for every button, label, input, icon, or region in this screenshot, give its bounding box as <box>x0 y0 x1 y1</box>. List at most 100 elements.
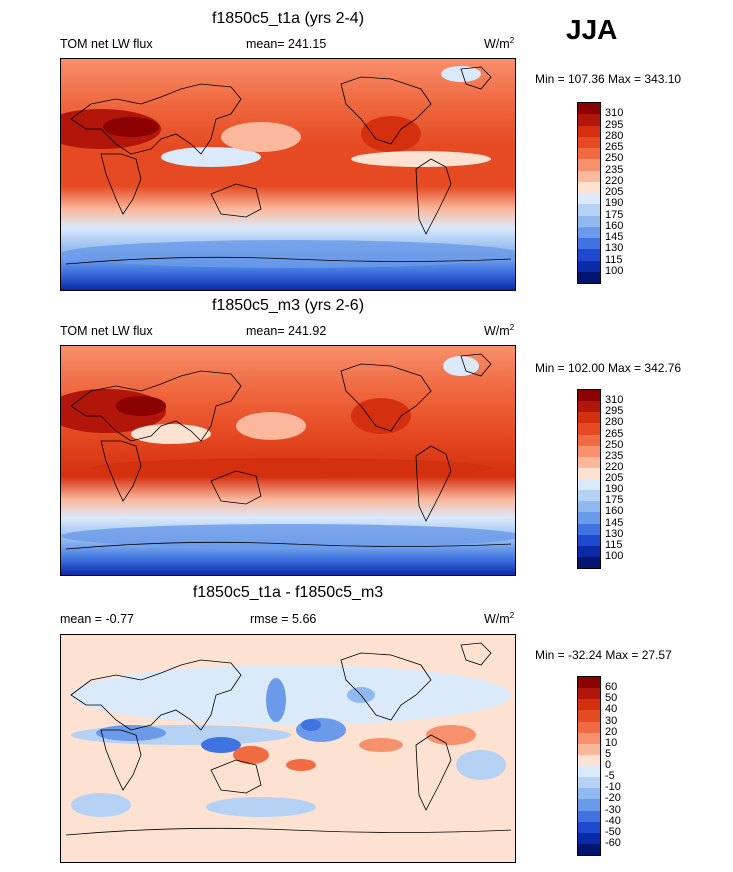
colorbar-swatch <box>578 226 600 238</box>
colorbar-tick-label: 235 <box>605 449 624 462</box>
colorbar-swatch <box>578 193 600 205</box>
panel-3-mean-label: mean = -0.77 <box>60 612 135 626</box>
colorbar-tick-label: 20 <box>605 725 618 738</box>
colorbar-tick-label: -30 <box>605 803 621 816</box>
colorbar-tick-label: 100 <box>605 264 624 277</box>
colorbar-swatch <box>578 843 600 855</box>
season-label: JJA <box>566 14 618 45</box>
colorbar-tick-label: -40 <box>605 814 621 827</box>
colorbar-tick-label: 160 <box>605 219 624 232</box>
colorbar-tick-label: 145 <box>605 231 624 243</box>
colorbar-tick-label: -10 <box>605 781 621 794</box>
panel-2-units-sup: 2 <box>509 323 515 332</box>
colorbar-swatch <box>578 215 600 227</box>
panel-1-units-text: W/m <box>484 37 510 52</box>
colorbar-tick-label: 235 <box>605 163 624 176</box>
colorbar-tick-label: 115 <box>605 253 623 266</box>
panel-2-units: W/m2 <box>484 323 514 338</box>
colorbar-tick-label: 220 <box>605 174 624 187</box>
panel-1-title: f1850c5_t1a (yrs 2-4) <box>211 10 365 27</box>
panel-2-mean-label: mean= 241.92 <box>246 324 327 338</box>
colorbar-tick-label: -60 <box>605 836 621 849</box>
colorbar-swatch <box>578 545 600 557</box>
colorbar-tick-label: 130 <box>605 242 624 255</box>
colorbar-swatch <box>578 512 600 524</box>
panel-3-title: f1850c5_t1a - f1850c5_m3 <box>192 584 384 601</box>
colorbar-swatch <box>578 181 600 193</box>
colorbar-tick-label: 130 <box>605 527 624 540</box>
colorbar-tick-label: 280 <box>605 129 624 142</box>
colorbar-swatch <box>578 821 600 833</box>
colorbar-tick-label: 175 <box>605 494 624 507</box>
panel-1-map <box>60 58 516 291</box>
panel-2-field-label: TOM net LW flux <box>60 324 153 338</box>
colorbar-tick-label: 160 <box>605 505 624 518</box>
panel-1-colorbar <box>577 102 601 284</box>
colorbar-swatch <box>578 699 600 711</box>
colorbar-tick-label: 295 <box>605 405 624 418</box>
colorbar-swatch <box>578 754 600 766</box>
colorbar-tick-label: 145 <box>605 516 624 529</box>
colorbar-swatch <box>578 260 600 272</box>
colorbar-tick-label: 0 <box>605 759 612 771</box>
colorbar-tick-label: 310 <box>605 394 624 407</box>
colorbar-swatch <box>578 238 600 250</box>
colorbar-tick-label: 280 <box>605 416 624 429</box>
colorbar-tick-label: 30 <box>605 714 618 727</box>
colorbar-tick-label: 190 <box>605 483 624 496</box>
colorbar-swatch <box>578 170 600 182</box>
colorbar-swatch <box>578 688 600 700</box>
panel-1-field-label: TOM net LW flux <box>60 37 153 51</box>
panel-3-rmse-label: rmse = 5.66 <box>250 612 317 626</box>
colorbar-tick-label: -50 <box>605 825 621 838</box>
colorbar-swatch <box>578 556 600 568</box>
colorbar-swatch <box>578 710 600 722</box>
panel-3-units-sup: 2 <box>509 611 515 620</box>
colorbar-swatch <box>578 743 600 755</box>
colorbar-tick-label: 220 <box>605 460 624 473</box>
panel-1-map-field <box>61 59 515 290</box>
colorbar-tick-label: 100 <box>605 549 624 562</box>
colorbar-swatch <box>578 810 600 822</box>
colorbar-tick-label: 265 <box>605 427 624 440</box>
colorbar-swatch <box>578 467 600 479</box>
colorbar-tick-label: 265 <box>605 141 624 153</box>
colorbar-swatch <box>578 249 600 261</box>
panel-2-min-max: Min = 102.00 Max = 342.76 <box>535 361 682 375</box>
colorbar-swatch <box>578 732 600 744</box>
colorbar-swatch <box>578 125 600 137</box>
colorbar-swatch <box>578 148 600 160</box>
colorbar-swatch <box>578 501 600 513</box>
panel-3-colorbar <box>577 676 601 856</box>
panel-2-map-field <box>61 346 515 575</box>
colorbar-tick-label: 250 <box>605 438 624 451</box>
colorbar-tick-label: 205 <box>605 186 624 198</box>
colorbar-tick-label: 190 <box>605 197 624 210</box>
colorbar-swatch <box>578 832 600 844</box>
colorbar-tick-label: 310 <box>605 107 624 120</box>
colorbar-swatch <box>578 490 600 502</box>
colorbar-swatch <box>578 777 600 789</box>
colorbar-swatch <box>578 479 600 491</box>
panel-1-units-sup: 2 <box>509 36 515 45</box>
panel-3-map-field <box>61 635 515 862</box>
colorbar-swatch <box>578 799 600 811</box>
colorbar-tick-label: 250 <box>605 152 624 165</box>
colorbar-swatch <box>578 136 600 148</box>
panel-3-map <box>60 634 516 863</box>
colorbar-swatch <box>578 721 600 733</box>
colorbar-swatch <box>578 412 600 424</box>
colorbar-tick-label: 175 <box>605 208 624 221</box>
panel-1-mean-label: mean= 241.15 <box>246 37 327 51</box>
panel-2-units-text: W/m <box>484 324 510 339</box>
colorbar-tick-label: 40 <box>605 703 618 716</box>
colorbar-tick-label: 5 <box>605 747 612 760</box>
colorbar-swatch <box>578 401 600 413</box>
panel-2-map <box>60 345 516 576</box>
panel-2-colorbar <box>577 389 601 569</box>
colorbar-swatch <box>578 423 600 435</box>
colorbar-tick-label: 205 <box>605 472 624 484</box>
colorbar-tick-label: 295 <box>605 118 624 131</box>
colorbar-swatch <box>578 788 600 800</box>
colorbar-swatch <box>578 390 600 402</box>
